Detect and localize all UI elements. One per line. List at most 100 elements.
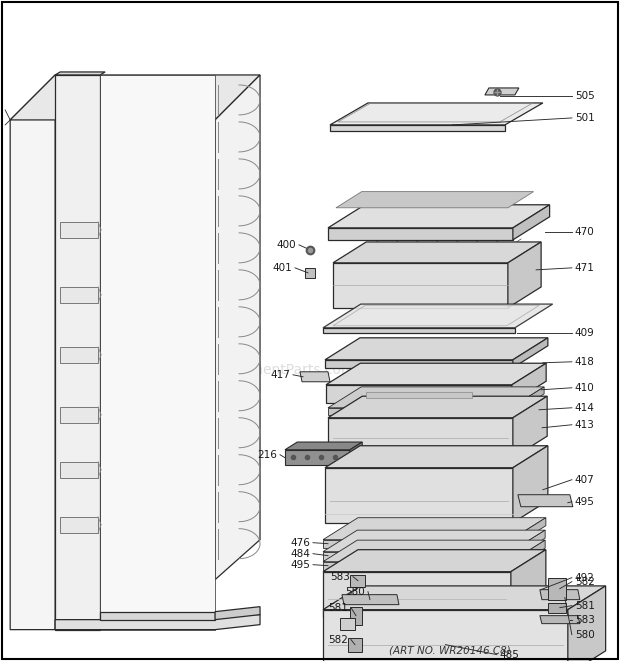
Text: 582: 582: [575, 576, 595, 587]
Text: 484: 484: [290, 549, 310, 559]
Text: 470: 470: [575, 227, 595, 237]
Polygon shape: [55, 72, 105, 75]
Polygon shape: [323, 328, 515, 332]
Polygon shape: [513, 446, 548, 523]
Polygon shape: [328, 408, 511, 414]
Polygon shape: [323, 609, 568, 661]
Polygon shape: [568, 586, 606, 661]
Polygon shape: [10, 75, 55, 630]
Polygon shape: [305, 268, 315, 278]
Polygon shape: [323, 586, 606, 609]
Polygon shape: [323, 552, 511, 560]
Polygon shape: [330, 125, 505, 131]
Polygon shape: [512, 364, 546, 403]
Polygon shape: [328, 418, 513, 457]
Polygon shape: [330, 103, 543, 125]
Polygon shape: [325, 446, 548, 468]
Polygon shape: [55, 75, 100, 630]
Text: 418: 418: [575, 357, 595, 367]
Polygon shape: [323, 562, 511, 570]
Text: 400: 400: [277, 240, 296, 250]
Text: 407: 407: [575, 475, 595, 485]
Polygon shape: [513, 396, 547, 457]
Text: 401: 401: [272, 263, 292, 273]
Text: 582: 582: [328, 635, 348, 644]
Text: eReplacementParts.com: eReplacementParts.com: [186, 363, 354, 377]
Polygon shape: [60, 407, 98, 423]
Polygon shape: [511, 540, 545, 570]
Text: 580: 580: [345, 587, 365, 597]
Polygon shape: [350, 574, 365, 587]
Polygon shape: [336, 192, 534, 208]
Polygon shape: [215, 607, 260, 619]
Polygon shape: [323, 540, 545, 562]
Text: 492: 492: [575, 572, 595, 582]
Text: 580: 580: [575, 630, 595, 640]
Text: 495: 495: [575, 496, 595, 507]
Polygon shape: [328, 205, 549, 228]
Polygon shape: [485, 88, 519, 95]
Text: 476: 476: [290, 537, 310, 548]
Polygon shape: [328, 396, 547, 418]
Polygon shape: [328, 387, 544, 408]
Polygon shape: [60, 517, 98, 533]
Polygon shape: [10, 75, 260, 120]
Polygon shape: [325, 360, 513, 368]
Polygon shape: [511, 387, 544, 414]
Polygon shape: [100, 611, 215, 619]
Polygon shape: [215, 75, 260, 580]
Text: 583: 583: [330, 572, 350, 582]
Polygon shape: [511, 530, 545, 560]
Polygon shape: [326, 385, 512, 403]
Polygon shape: [323, 304, 552, 328]
Polygon shape: [325, 468, 513, 523]
Polygon shape: [333, 263, 508, 308]
Polygon shape: [100, 75, 215, 630]
Text: 414: 414: [575, 403, 595, 412]
Polygon shape: [518, 494, 573, 507]
Polygon shape: [60, 222, 98, 238]
Polygon shape: [55, 615, 260, 630]
Polygon shape: [511, 518, 546, 548]
Text: (ART NO. WR20146 C8): (ART NO. WR20146 C8): [389, 646, 511, 656]
Polygon shape: [325, 338, 548, 360]
Text: 216: 216: [257, 449, 277, 460]
Polygon shape: [513, 205, 549, 240]
Polygon shape: [323, 572, 511, 617]
Polygon shape: [350, 442, 362, 465]
Polygon shape: [285, 449, 350, 465]
Text: 471: 471: [575, 263, 595, 273]
Polygon shape: [60, 347, 98, 363]
Polygon shape: [333, 242, 541, 263]
Text: 581: 581: [575, 601, 595, 611]
Polygon shape: [342, 595, 399, 605]
Polygon shape: [540, 615, 580, 623]
Polygon shape: [60, 287, 98, 303]
Text: 505: 505: [575, 91, 595, 101]
Polygon shape: [350, 607, 362, 625]
Polygon shape: [300, 371, 330, 382]
Polygon shape: [323, 539, 511, 548]
Text: 501: 501: [575, 113, 595, 123]
Polygon shape: [540, 590, 580, 600]
Text: 413: 413: [575, 420, 595, 430]
Polygon shape: [323, 550, 546, 572]
Text: 409: 409: [575, 328, 595, 338]
Polygon shape: [366, 392, 472, 398]
Polygon shape: [548, 603, 566, 613]
Text: 485: 485: [500, 650, 520, 660]
Polygon shape: [285, 442, 362, 449]
Polygon shape: [340, 617, 355, 630]
Text: 495: 495: [290, 560, 310, 570]
Text: 417: 417: [270, 369, 290, 380]
Polygon shape: [60, 462, 98, 478]
Text: 583: 583: [575, 615, 595, 625]
Polygon shape: [513, 338, 548, 368]
Polygon shape: [323, 518, 546, 539]
Polygon shape: [328, 228, 513, 240]
Polygon shape: [326, 364, 546, 385]
Polygon shape: [548, 578, 566, 600]
Text: 581: 581: [328, 603, 348, 613]
Polygon shape: [511, 550, 546, 617]
Polygon shape: [323, 530, 545, 552]
